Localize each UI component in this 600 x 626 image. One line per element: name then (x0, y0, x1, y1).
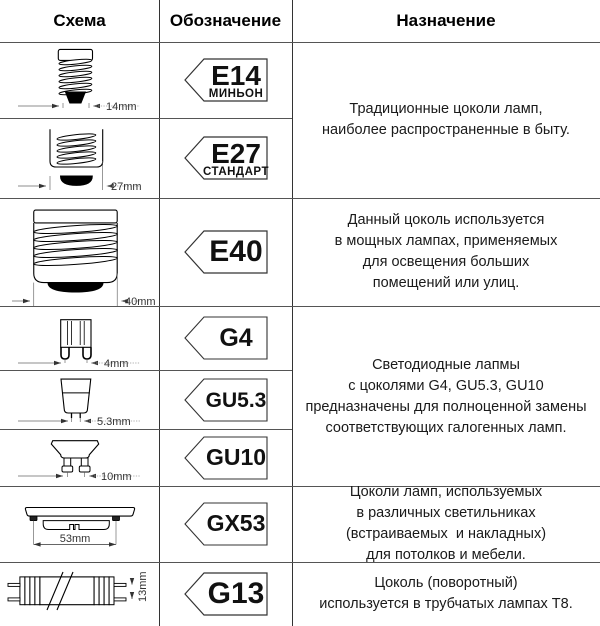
svg-text:GU5.3: GU5.3 (205, 389, 266, 412)
svg-text:GX53: GX53 (206, 510, 265, 536)
svg-text:G13: G13 (207, 577, 264, 610)
svg-text:G4: G4 (219, 324, 252, 352)
svg-text:4mm: 4mm (104, 358, 128, 370)
svg-text:E40: E40 (209, 235, 262, 268)
svg-text:СТАНДАРТ: СТАНДАРТ (203, 166, 269, 178)
svg-text:53mm: 53mm (60, 533, 91, 545)
svg-text:E14: E14 (211, 60, 261, 91)
svg-text:10mm: 10mm (101, 471, 132, 483)
svg-text:27mm: 27mm (111, 181, 142, 193)
svg-text:40mm: 40mm (125, 296, 156, 306)
svg-text:E27: E27 (211, 138, 261, 169)
svg-text:GU10: GU10 (205, 444, 265, 470)
svg-text:14mm: 14mm (106, 101, 137, 113)
svg-text:МИНЬОН: МИНЬОН (208, 88, 263, 100)
svg-text:5.3mm: 5.3mm (97, 416, 131, 428)
svg-text:13mm: 13mm (137, 571, 149, 602)
